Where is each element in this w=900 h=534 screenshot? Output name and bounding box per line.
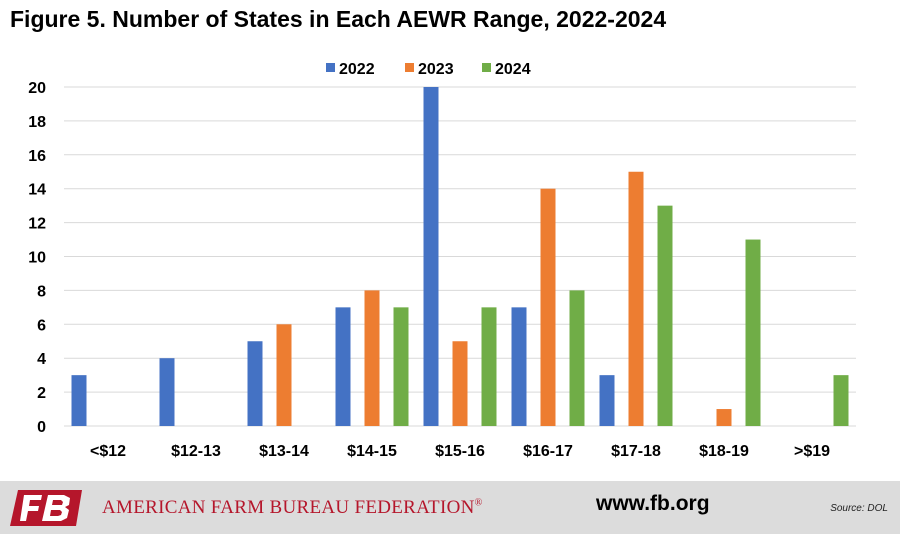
registered-mark: ®	[474, 497, 483, 509]
y-tick-label: 12	[28, 216, 46, 233]
x-tick-label: $16-17	[523, 443, 573, 460]
legend-label-2022: 2022	[339, 61, 375, 78]
y-tick-label: 6	[37, 317, 46, 334]
bar-2024-7	[745, 239, 761, 426]
bar-2022-2	[247, 341, 263, 426]
y-tick-label: 4	[37, 351, 46, 368]
legend: 2022 2023 2024	[326, 61, 531, 78]
y-axis-ticks: 0 2 4 6 8 10 12 14 16 18 20	[28, 80, 46, 436]
bar-2022-3	[335, 307, 351, 426]
bar-2023-3	[364, 290, 380, 426]
bar-chart: 0 2 4 6 8 10 12 14 16 18 20 <$12 $12-13 $13-14 $14-15…	[28, 61, 856, 460]
bar-2024-8	[833, 375, 849, 426]
organization-name-text: AMERICAN FARM BUREAU FEDERATION	[102, 497, 475, 518]
y-tick-label: 16	[28, 148, 46, 165]
legend-label-2023: 2023	[418, 61, 454, 78]
bar-2022-5	[511, 307, 527, 426]
bar-2022-4	[423, 87, 439, 426]
bar-2023-4	[452, 341, 468, 426]
source-note: Source: DOL	[830, 503, 888, 514]
bar-2022-6	[599, 375, 615, 426]
y-tick-label: 2	[37, 385, 46, 402]
bar-2023-6	[628, 171, 644, 426]
bar-2022-0	[71, 375, 87, 426]
x-tick-label: $12-13	[171, 443, 221, 460]
chart-title: Figure 5. Number of States in Each AEWR …	[10, 6, 667, 32]
y-tick-label: 14	[28, 182, 46, 199]
x-tick-label: $13-14	[259, 443, 309, 460]
bar-2024-5	[569, 290, 585, 426]
x-tick-label: $18-19	[699, 443, 749, 460]
y-tick-label: 20	[28, 80, 46, 97]
legend-label-2024: 2024	[495, 61, 531, 78]
website-link[interactable]: www.fb.org	[596, 492, 710, 515]
y-tick-label: 10	[28, 250, 46, 267]
x-tick-label: $17-18	[611, 443, 661, 460]
x-tick-label: >$19	[794, 443, 830, 460]
x-tick-label: $14-15	[347, 443, 397, 460]
legend-swatch-2024	[482, 63, 491, 72]
legend-swatch-2023	[405, 63, 414, 72]
y-tick-label: 0	[37, 419, 46, 436]
footer: AMERICAN FARM BUREAU FEDERATION® www.fb.…	[0, 481, 900, 534]
x-tick-label: <$12	[90, 443, 126, 460]
bar-2024-4	[481, 307, 497, 426]
bar-2022-1	[159, 358, 175, 426]
bar-2024-3	[393, 307, 409, 426]
bar-2023-2	[276, 324, 292, 426]
x-tick-label: $15-16	[435, 443, 485, 460]
y-tick-label: 18	[28, 114, 46, 131]
bar-2023-5	[540, 188, 556, 426]
bar-2023-7	[716, 409, 732, 426]
y-tick-label: 8	[37, 283, 46, 300]
bars	[71, 87, 849, 426]
fb-logo	[10, 490, 82, 526]
legend-swatch-2022	[326, 63, 335, 72]
organization-name: AMERICAN FARM BUREAU FEDERATION®	[102, 497, 483, 519]
bar-2024-6	[657, 205, 673, 426]
x-axis-ticks: <$12 $12-13 $13-14 $14-15 $15-16 $16-17 $17-18…	[90, 443, 830, 460]
